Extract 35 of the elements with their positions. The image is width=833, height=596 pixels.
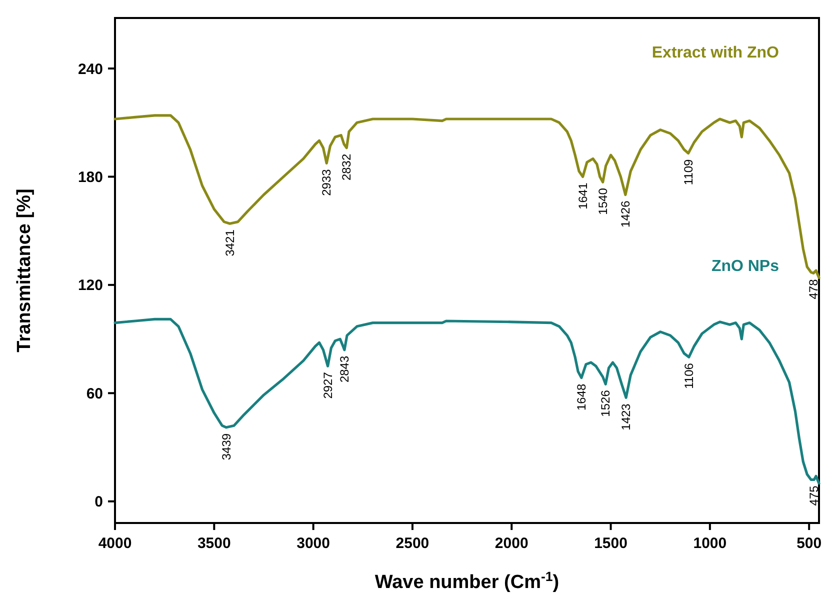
annotation: 1109 bbox=[681, 158, 696, 186]
annotation: 2843 bbox=[337, 356, 352, 383]
x-tick-label: 3000 bbox=[296, 535, 330, 552]
y-axis-title: Transmittance [%] bbox=[14, 188, 35, 352]
text: Extract with ZnO bbox=[652, 44, 779, 62]
x-tick-label: 3500 bbox=[197, 535, 231, 552]
y-tick-label: 120 bbox=[78, 277, 103, 294]
x-tick-label: 1000 bbox=[693, 535, 727, 552]
annotation: 2927 bbox=[320, 372, 335, 399]
annotation: 1540 bbox=[596, 188, 610, 215]
y-tick-label: 240 bbox=[78, 60, 103, 78]
annotation: 3439 bbox=[219, 433, 234, 460]
line-series bbox=[114, 114, 820, 280]
x-tick-label: 2000 bbox=[494, 535, 528, 552]
annotation: 1641 bbox=[576, 182, 590, 210]
annotation: 2832 bbox=[340, 154, 354, 181]
annotation: 1426 bbox=[618, 200, 632, 228]
annotation: 1648 bbox=[574, 383, 588, 411]
annotation: 1526 bbox=[598, 390, 613, 417]
annotation: 1106 bbox=[682, 362, 696, 389]
annotation: 478 bbox=[806, 278, 820, 300]
y-tick-label: 0 bbox=[94, 494, 103, 511]
annotation: 2933 bbox=[320, 168, 334, 196]
text: ZnO NPs bbox=[711, 258, 780, 276]
y-tick-label: 180 bbox=[78, 168, 103, 186]
x-axis-title: Wave number (Cm$^{-1}$) bbox=[374, 568, 560, 593]
annotation: 1423 bbox=[619, 403, 634, 430]
y-tick-label: 60 bbox=[86, 385, 103, 402]
annotation: 475 bbox=[807, 485, 822, 506]
x-tick-label: 2500 bbox=[396, 535, 430, 552]
x-tick-label: 4000 bbox=[98, 535, 132, 552]
x-tick-label: 1500 bbox=[594, 535, 628, 552]
line-series bbox=[114, 318, 820, 485]
annotation: 3421 bbox=[222, 229, 237, 256]
x-tick-label: 500 bbox=[796, 535, 822, 552]
